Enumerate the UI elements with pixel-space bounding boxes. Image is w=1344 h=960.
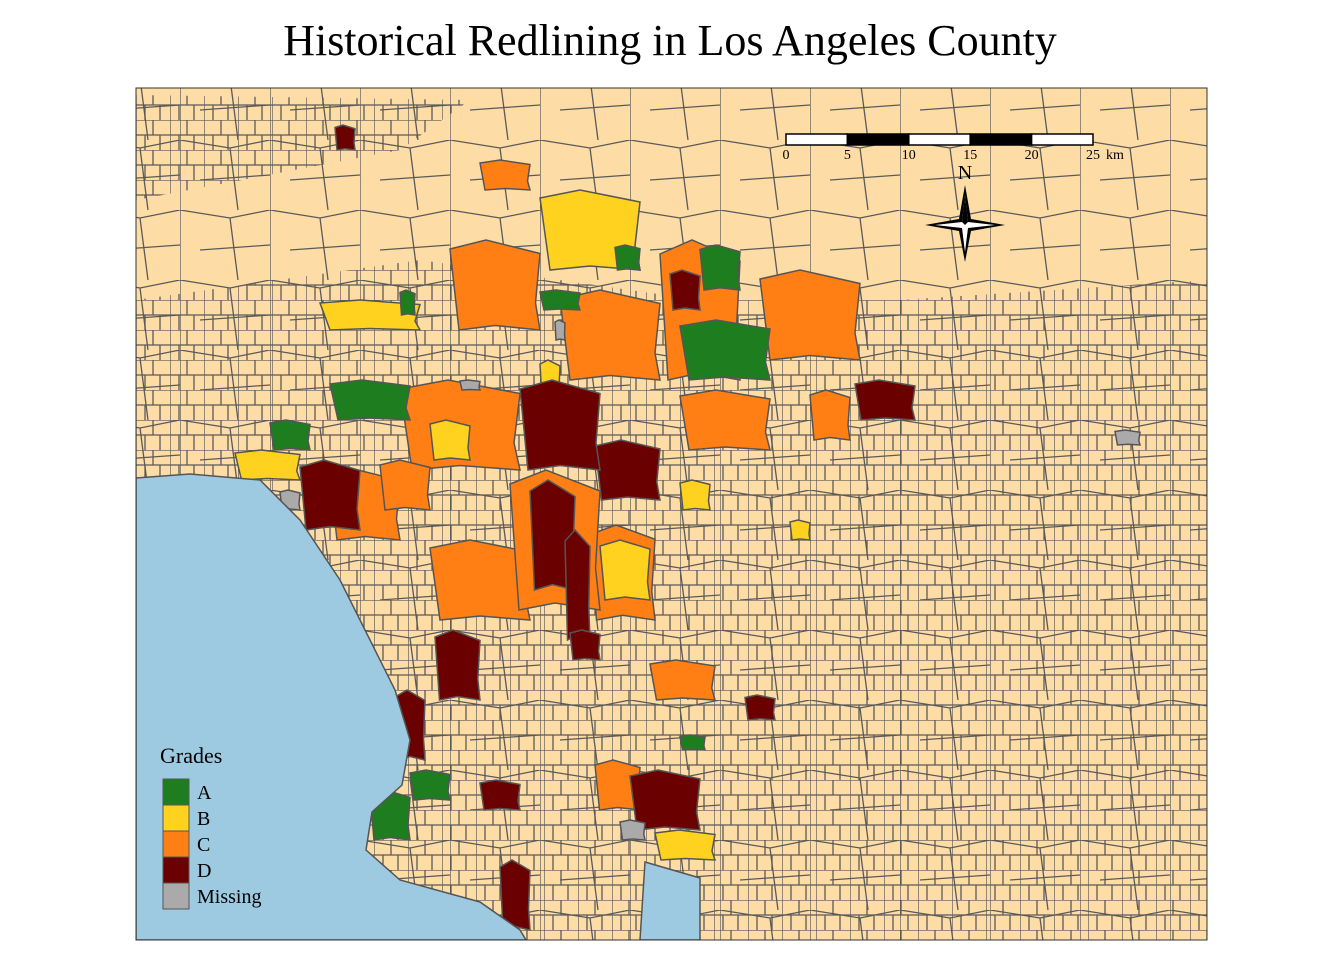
grade-area — [854, 379, 916, 421]
grade-area — [619, 819, 646, 841]
north-label: N — [958, 162, 972, 184]
scale-label: 20 — [1025, 148, 1039, 163]
grade-area — [564, 528, 591, 642]
grade-area — [449, 239, 541, 331]
grade-area — [479, 779, 521, 811]
ocean — [136, 473, 527, 940]
grade-area — [649, 659, 716, 701]
grade-area — [318, 299, 422, 331]
grade-area — [699, 244, 741, 291]
grade-area — [569, 629, 601, 661]
grade-area — [299, 459, 361, 531]
grade-area — [539, 289, 582, 311]
grade-area — [379, 459, 431, 511]
grade-area — [679, 389, 771, 451]
legend-swatch — [162, 882, 190, 910]
scale-label: 0 — [783, 148, 790, 163]
grade-area — [399, 289, 416, 316]
map-frame — [135, 87, 1208, 941]
grade-area — [459, 379, 482, 391]
scale-segment — [846, 133, 910, 146]
grade-area — [519, 379, 601, 471]
grade-area — [1114, 429, 1142, 446]
legend-swatch — [162, 778, 190, 806]
map-title: Historical Redlining in Los Angeles Coun… — [283, 16, 1057, 65]
grade-area — [234, 449, 302, 481]
grade-area — [679, 319, 771, 381]
scale-segment — [1030, 133, 1094, 146]
legend-label: A — [197, 782, 212, 804]
grade-area — [669, 269, 701, 311]
scale-segment — [908, 133, 971, 146]
scale-label: 15 — [963, 148, 977, 163]
north-arrow: N — [925, 162, 1005, 262]
grade-area — [429, 419, 471, 461]
legend-label: D — [197, 860, 211, 882]
map-area — [136, 88, 1207, 940]
scale-segment — [785, 133, 849, 146]
grade-area — [269, 419, 311, 451]
grade-area — [809, 389, 851, 441]
legend-swatch — [162, 856, 190, 884]
legend-swatch — [162, 804, 190, 832]
scale-segment — [969, 133, 1033, 146]
legend-title: Grades — [160, 743, 222, 768]
scale-unit: km — [1106, 148, 1124, 163]
grade-area — [434, 629, 481, 701]
grade-area — [679, 479, 711, 511]
grade-area — [594, 439, 661, 501]
grade-areas — [234, 124, 1142, 931]
legend-label: Missing — [197, 886, 261, 908]
grade-area — [599, 539, 651, 601]
grade-area — [329, 379, 412, 421]
compass-north — [962, 195, 968, 225]
tract-lines — [136, 95, 470, 200]
grade-area — [334, 124, 356, 151]
scale-label: 5 — [844, 148, 851, 163]
grade-area — [409, 769, 451, 801]
grade-area — [614, 244, 641, 271]
grade-area — [479, 159, 532, 191]
scale-label: 25 — [1086, 148, 1100, 163]
grade-area — [759, 269, 861, 361]
legend-swatch — [162, 830, 190, 858]
legend-label: C — [197, 834, 210, 856]
grade-area — [789, 519, 811, 541]
grade-area — [654, 829, 717, 861]
grade-area — [679, 734, 707, 751]
grade-area — [744, 694, 776, 721]
legend-label: B — [197, 808, 210, 830]
scale-label: 10 — [902, 148, 916, 163]
harbor — [639, 861, 701, 940]
scale-bar: 0 5 10 15 20 25 km — [783, 133, 1124, 163]
grade-area — [559, 289, 661, 381]
grade-area — [554, 319, 566, 341]
grade-area — [629, 769, 701, 831]
